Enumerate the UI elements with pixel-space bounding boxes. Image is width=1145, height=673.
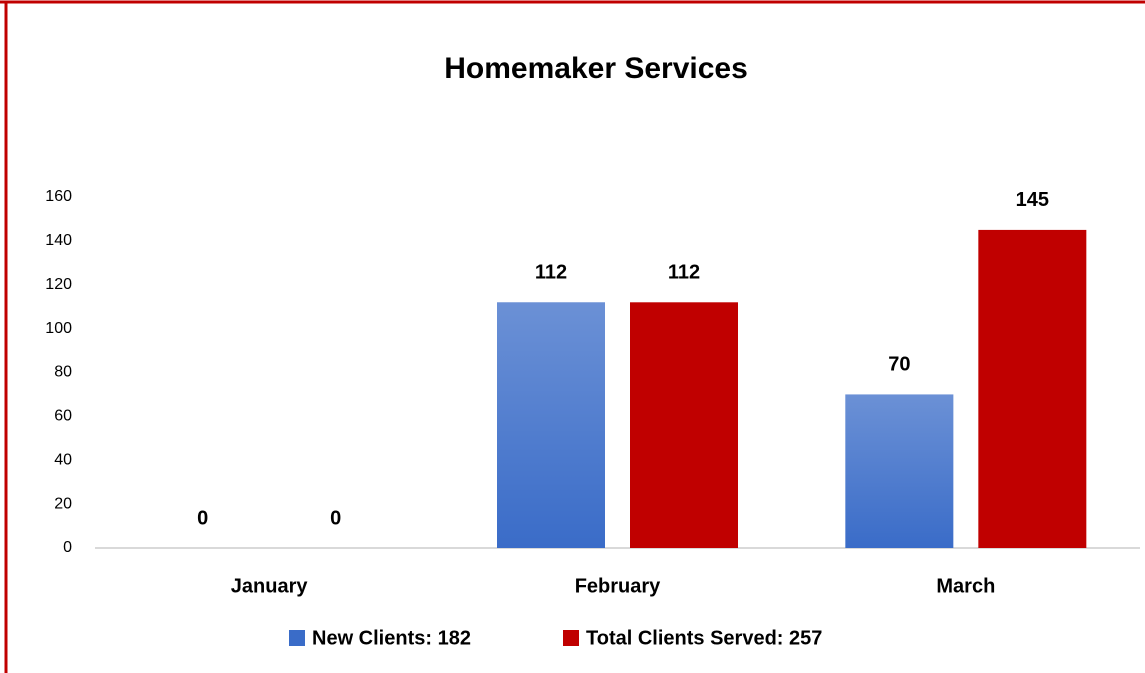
x-tick-label: January (231, 575, 309, 597)
legend-swatch (563, 630, 579, 646)
y-tick-label: 160 (45, 188, 72, 205)
y-tick-label: 60 (54, 408, 72, 425)
y-tick-label: 120 (45, 276, 72, 293)
data-label: 112 (535, 262, 567, 284)
data-label: 0 (330, 507, 341, 529)
x-tick-label: March (936, 575, 995, 597)
y-tick-label: 140 (45, 232, 72, 249)
data-label: 145 (1016, 189, 1049, 211)
legend-swatch (289, 630, 305, 646)
bar (630, 302, 738, 548)
y-tick-label: 100 (45, 320, 72, 337)
bar-sheen (497, 302, 605, 548)
legend-label: Total Clients Served: 257 (586, 627, 822, 649)
data-label: 112 (668, 262, 700, 284)
data-label: 0 (197, 507, 208, 529)
legend-label: New Clients: 182 (312, 627, 471, 649)
x-tick-label: February (575, 575, 661, 597)
bar (978, 229, 1087, 548)
y-tick-label: 80 (54, 364, 72, 381)
y-tick-label: 20 (54, 495, 72, 512)
bar-sheen (845, 394, 954, 548)
y-tick-label: 0 (63, 539, 72, 556)
chart-title: Homemaker Services (444, 52, 748, 85)
data-label: 70 (888, 354, 910, 376)
y-tick-label: 40 (54, 451, 72, 468)
